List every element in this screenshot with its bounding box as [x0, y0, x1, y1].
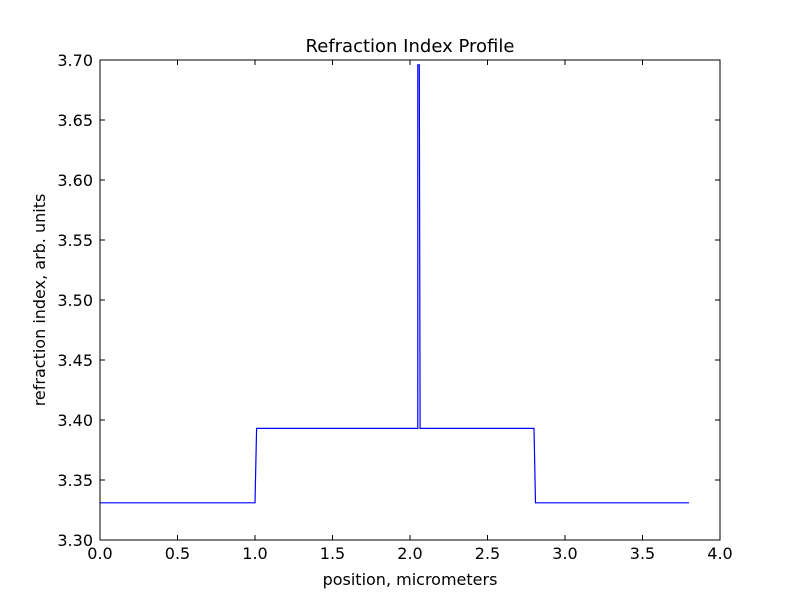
- y-tick-label: 3.65: [57, 111, 93, 130]
- x-tick-label: 1.5: [320, 544, 345, 563]
- chart-title: Refraction Index Profile: [306, 36, 515, 57]
- y-tick-label: 3.55: [57, 231, 93, 250]
- y-axis-label: refraction index, arb. units: [30, 194, 49, 407]
- y-tick-label: 3.30: [57, 531, 93, 550]
- y-tick-label: 3.70: [57, 51, 93, 70]
- x-tick-label: 2.0: [397, 544, 422, 563]
- plot-frame: [99, 59, 721, 541]
- x-tick-label: 3.5: [630, 544, 655, 563]
- x-tick-label: 2.5: [475, 544, 500, 563]
- series-line-0: [100, 64, 689, 504]
- x-tick-label: 0.5: [165, 544, 190, 563]
- y-tick-label: 3.60: [57, 171, 93, 190]
- y-tick-label: 3.50: [57, 291, 93, 310]
- tick-labels: 0.0 0.5 1.0 1.5 2.0 2.5 3.0 3.5 4.0 3.30 3.35 3.40 3…: [57, 51, 732, 563]
- y-tick-label: 3.40: [57, 411, 93, 430]
- x-tick-label: 0.0: [87, 544, 112, 563]
- y-tick-label: 3.35: [57, 471, 93, 490]
- x-tick-label: 1.0: [242, 544, 267, 563]
- y-tick-label: 3.45: [57, 351, 93, 370]
- x-axis-label: position, micrometers: [323, 570, 498, 589]
- data-series: [100, 64, 689, 504]
- x-tick-label: 3.0: [552, 544, 577, 563]
- x-tick-label: 4.0: [707, 544, 732, 563]
- axis-ticks: [99, 59, 721, 541]
